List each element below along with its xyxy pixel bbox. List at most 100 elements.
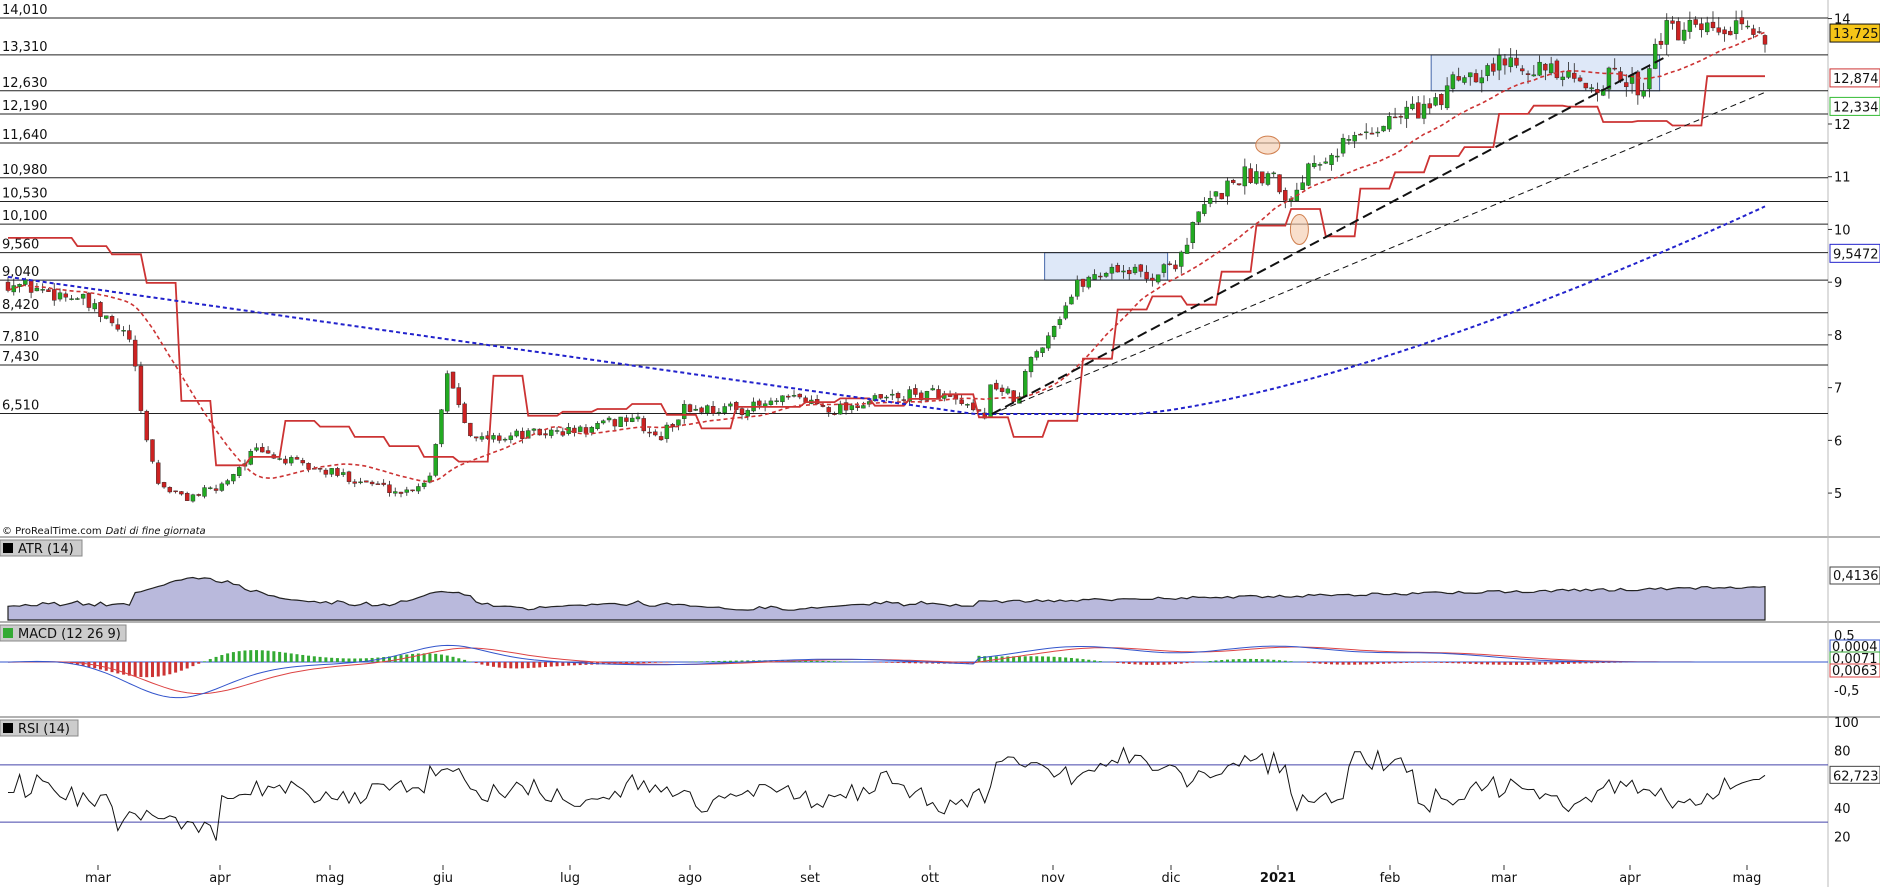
macd-histogram-bar [809, 660, 813, 662]
candle-body [1190, 222, 1196, 244]
macd-histogram-bar [179, 662, 183, 671]
candle-body [1485, 65, 1490, 76]
candle-body [1115, 265, 1120, 273]
candle-body [641, 418, 646, 432]
macd-histogram-bar [1607, 662, 1611, 663]
candle-body [300, 460, 305, 464]
candle-body [705, 405, 710, 414]
candle-body [554, 430, 560, 432]
candle-body [231, 474, 236, 482]
macd-histogram-bar [838, 661, 842, 662]
macd-histogram-bar [1266, 659, 1270, 662]
macd-histogram-bar [208, 659, 212, 662]
macd-histogram-bar [266, 650, 270, 662]
candle-body [1317, 164, 1323, 166]
candle-body [959, 399, 964, 404]
candle-body [1739, 17, 1745, 25]
macd-histogram-bar [1046, 656, 1050, 662]
level-label-bg [0, 296, 50, 312]
macd-histogram-bar [387, 656, 391, 662]
candle-body [1745, 25, 1750, 28]
macd-histogram-bar [1116, 662, 1120, 663]
candle-body [462, 403, 467, 423]
candle-body [1479, 77, 1484, 84]
macd-histogram-bar [382, 657, 386, 662]
macd-histogram-bar [746, 660, 750, 662]
macd-histogram-bar [1098, 661, 1102, 662]
candle-body [1710, 21, 1716, 29]
candle-body [502, 438, 508, 441]
macd-histogram-bar [1509, 662, 1513, 665]
macd-histogram-bar [705, 661, 709, 662]
macd-histogram-bar [330, 657, 334, 662]
macd-title: MACD (12 26 9) [18, 627, 121, 642]
candle-body [1028, 357, 1034, 373]
macd-histogram-bar [740, 660, 744, 662]
candle-body [687, 404, 693, 412]
macd-histogram-bar [278, 651, 282, 662]
candle-body [1248, 168, 1253, 183]
candle-body [1514, 57, 1519, 66]
candle-body [1589, 87, 1594, 90]
macd-histogram-bar [75, 662, 79, 665]
candle-body [635, 416, 641, 420]
macd-histogram-bar [1081, 659, 1085, 662]
candle-body [612, 419, 618, 427]
candle-body [1670, 20, 1675, 24]
candle-body [913, 388, 918, 395]
candle-body [664, 424, 670, 439]
candle-body [901, 399, 907, 401]
macd-histogram-bar [474, 662, 478, 664]
macd-histogram-bar [220, 655, 224, 662]
macd-histogram-bar [1283, 660, 1287, 662]
level-label-bg [0, 348, 50, 364]
candle-body [1537, 61, 1542, 76]
macd-histogram-bar [243, 650, 247, 662]
macd-histogram-bar [1150, 662, 1154, 665]
candle-body [104, 315, 109, 319]
macd-histogram-bar [307, 655, 311, 662]
candle-body [1421, 103, 1427, 119]
candle-body [323, 469, 329, 475]
candle-body [225, 480, 230, 485]
candle-body [1086, 276, 1091, 288]
candle-body [849, 405, 855, 410]
candle-body [1410, 103, 1415, 110]
candle-body [1762, 35, 1768, 45]
macd-histogram-bar [532, 662, 536, 668]
macd-histogram-bar [526, 662, 530, 669]
candle-body [92, 303, 97, 310]
price-panel: 141211109876514,01013,31012,63012,19011,… [0, 2, 1880, 503]
candle-body [653, 431, 658, 436]
blue-ma-badge-text: 9,5472 [1833, 247, 1879, 262]
candle-body [606, 417, 612, 421]
red-line-badge-text: 12,874 [1833, 72, 1879, 87]
macd-histogram-bar [260, 650, 264, 662]
macd-histogram-bar [1260, 659, 1264, 662]
green-line-badge-text: 12,334 [1833, 100, 1879, 115]
candle-body [1051, 326, 1057, 337]
candle-body [11, 285, 16, 293]
macd-histogram-bar [1410, 662, 1414, 663]
macd-histogram-bar [1376, 662, 1380, 665]
candle-body [439, 409, 444, 445]
candle-body [456, 387, 462, 406]
x-tick-label: mag [316, 871, 345, 886]
macd-histogram-bar [1012, 656, 1016, 662]
macd-histogram-bar [931, 662, 935, 664]
price-y-tick: 8 [1834, 329, 1842, 344]
candle-body [1103, 272, 1109, 277]
macd-histogram-bar [1387, 662, 1391, 664]
candle-body [1375, 131, 1380, 134]
level-label: 10,530 [2, 187, 48, 202]
macd-histogram-bar [318, 656, 322, 662]
candle-body [375, 483, 381, 485]
candle-body [115, 324, 121, 330]
macd-histogram-bar [1514, 662, 1518, 665]
candle-body [710, 406, 716, 414]
candle-body [595, 423, 600, 429]
candle-body [1496, 55, 1502, 71]
macd-histogram-bar [538, 662, 542, 668]
price-y-tick: 12 [1834, 118, 1851, 133]
candle-body [1236, 183, 1242, 186]
